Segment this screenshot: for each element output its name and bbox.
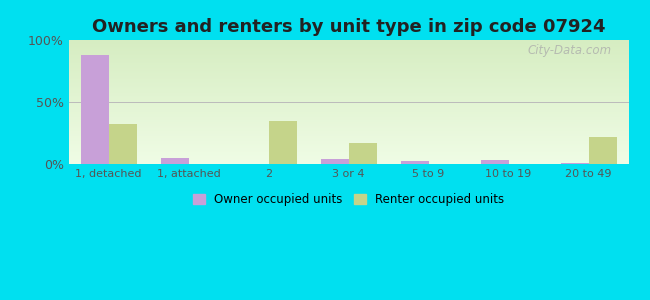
Bar [400, 161, 428, 164]
Bar [348, 143, 376, 164]
Bar [109, 124, 136, 164]
Text: City-Data.com: City-Data.com [528, 44, 612, 57]
Bar [588, 137, 616, 164]
Bar [320, 159, 348, 164]
Title: Owners and renters by unit type in zip code 07924: Owners and renters by unit type in zip c… [92, 18, 605, 36]
Bar [268, 121, 296, 164]
Bar [161, 158, 188, 164]
Bar [560, 163, 588, 164]
Legend: Owner occupied units, Renter occupied units: Owner occupied units, Renter occupied un… [189, 190, 508, 210]
Bar [480, 160, 508, 164]
Bar [81, 55, 109, 164]
